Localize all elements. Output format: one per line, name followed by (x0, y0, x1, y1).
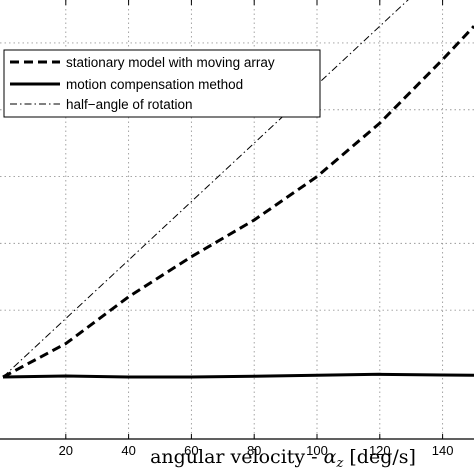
x-tick-label: 80 (247, 443, 261, 458)
x-axis-label-unit: [deg/s] (343, 446, 416, 468)
legend-label-compensation: motion compensation method (66, 77, 243, 92)
x-tick-label: 140 (432, 443, 454, 458)
series-half-angle-line (2, 0, 409, 378)
series-lines (2, 0, 474, 379)
x-axis-label-text: angular velocity - (150, 446, 324, 468)
series-stationary-line (2, 25, 474, 379)
x-ticks: 20 40 60 80 100 120 140 (59, 0, 454, 458)
x-tick-label: 40 (121, 443, 135, 458)
x-tick-label: 120 (369, 443, 391, 458)
x-axis-label: angular velocity - αz [deg/s] (150, 446, 416, 471)
x-tick-label: 100 (306, 443, 328, 458)
series-compensation-line (2, 372, 474, 379)
legend-label-stationary: stationary model with moving array (66, 55, 275, 70)
x-tick-label: 20 (59, 443, 73, 458)
x-tick-label: 60 (184, 443, 198, 458)
legend: stationary model with moving array motio… (3, 49, 321, 118)
x-axis-label-symbol: α (324, 446, 337, 468)
legend-label-half-angle: half−angle of rotation (66, 97, 192, 112)
x-axis-label-subscript: z (335, 456, 343, 471)
